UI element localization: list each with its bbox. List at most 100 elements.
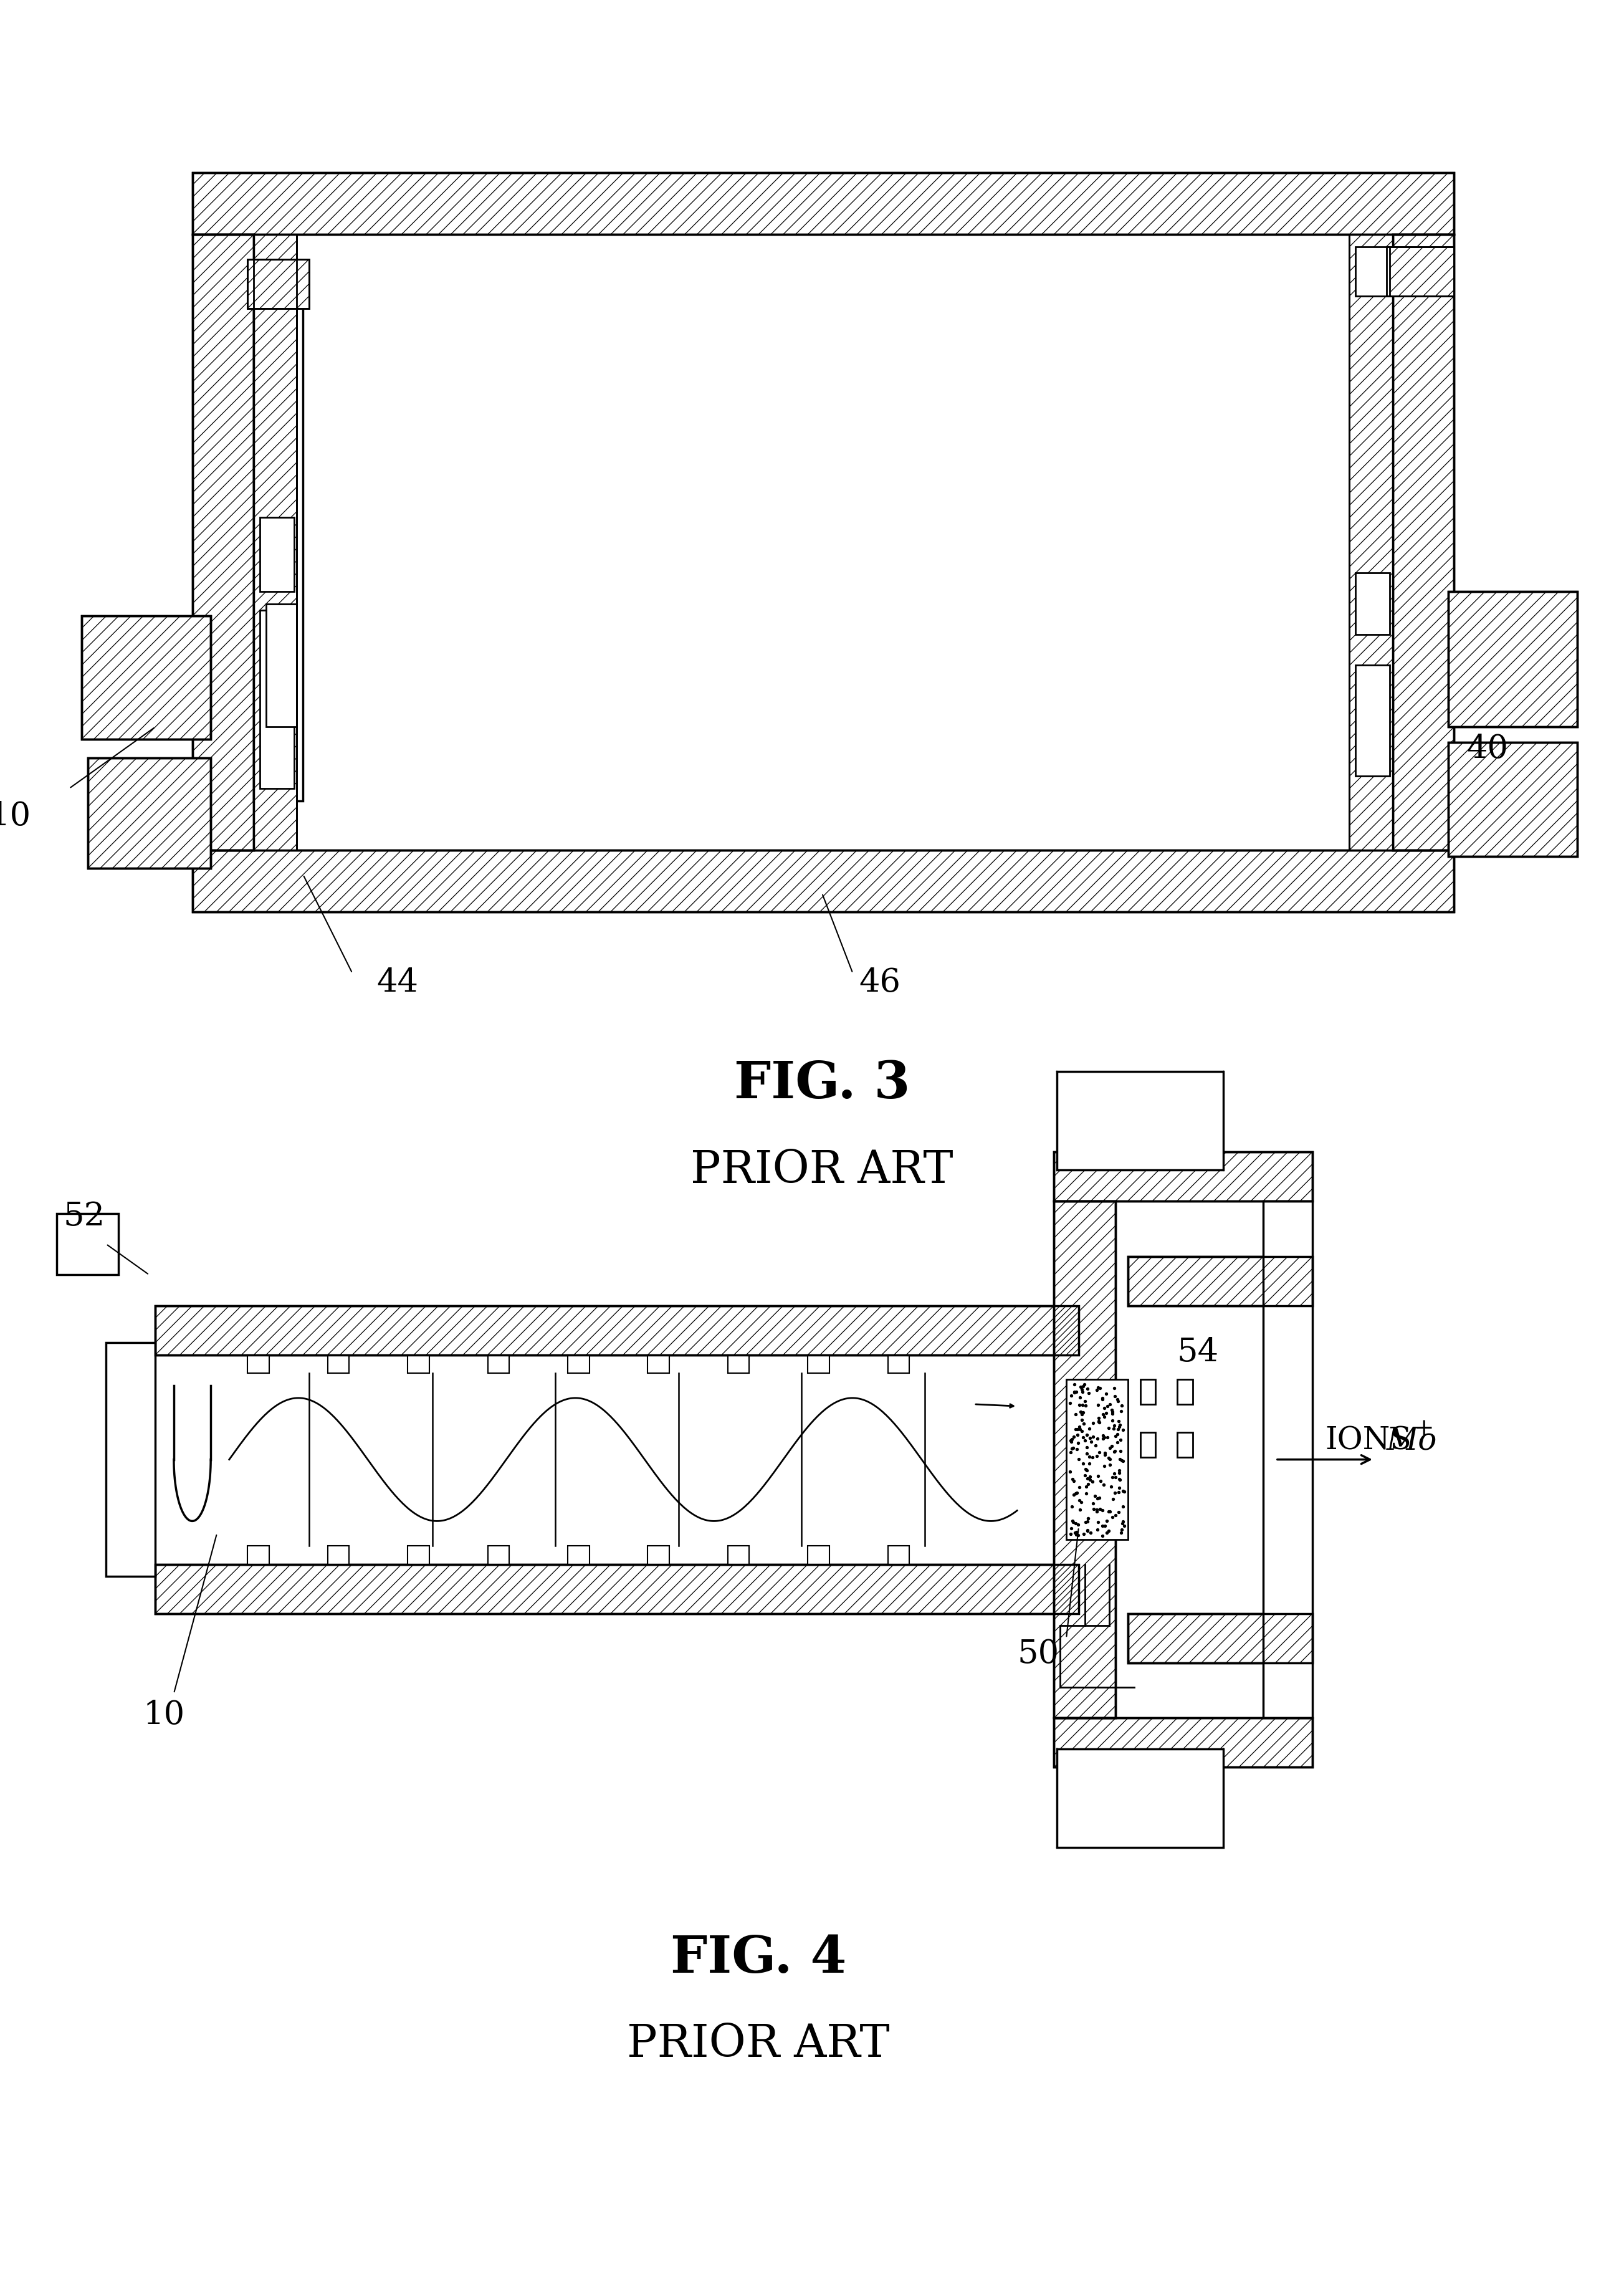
Point — [1059, 1461, 1085, 1498]
Point — [1065, 1468, 1091, 1505]
Point — [1096, 1386, 1122, 1423]
Point — [1104, 1382, 1130, 1418]
Point — [1075, 1466, 1101, 1503]
Point — [1096, 1430, 1122, 1466]
Point — [1070, 1404, 1096, 1441]
Bar — [807, 1354, 830, 1373]
Text: 10: 10 — [143, 1699, 185, 1731]
Point — [1104, 1384, 1130, 1420]
Point — [1085, 1404, 1111, 1441]
Point — [1075, 1375, 1101, 1411]
Point — [1075, 1512, 1101, 1548]
Point — [1060, 1430, 1086, 1466]
Point — [1064, 1516, 1090, 1553]
Point — [1077, 1439, 1103, 1475]
Bar — [1449, 591, 1577, 727]
Point — [1062, 1475, 1088, 1512]
Point — [1062, 1375, 1088, 1411]
Point — [1096, 1446, 1122, 1482]
Point — [1099, 1395, 1125, 1432]
Point — [1091, 1389, 1117, 1425]
Point — [1106, 1407, 1132, 1443]
Bar — [253, 235, 1392, 850]
Point — [1062, 1514, 1088, 1550]
Point — [1059, 1489, 1085, 1525]
Point — [1065, 1441, 1091, 1477]
Point — [1070, 1368, 1096, 1404]
Point — [1085, 1386, 1111, 1423]
Point — [1067, 1379, 1093, 1416]
Point — [1062, 1395, 1088, 1432]
Point — [1106, 1475, 1132, 1512]
Point — [1101, 1432, 1127, 1468]
Bar — [888, 1546, 909, 1564]
Bar — [408, 1354, 429, 1373]
Point — [1091, 1418, 1117, 1455]
Point — [1067, 1491, 1093, 1528]
Point — [1111, 1411, 1137, 1448]
Bar — [1350, 235, 1392, 850]
Bar — [1054, 1202, 1116, 1719]
Bar — [156, 1306, 1078, 1354]
Point — [1095, 1418, 1121, 1455]
Point — [1108, 1461, 1134, 1498]
Point — [1077, 1411, 1103, 1448]
Point — [1082, 1477, 1108, 1514]
Point — [1057, 1384, 1083, 1420]
Bar — [248, 260, 309, 308]
Bar — [192, 850, 1453, 912]
Point — [1095, 1409, 1121, 1446]
Point — [1086, 1404, 1112, 1441]
Bar — [1054, 1151, 1312, 1202]
Bar — [192, 173, 1453, 235]
Point — [1108, 1420, 1134, 1457]
Point — [1104, 1425, 1130, 1461]
Bar — [156, 1306, 1078, 1354]
Point — [1064, 1373, 1090, 1409]
Point — [1067, 1482, 1093, 1518]
Text: PRIOR ART: PRIOR ART — [690, 1149, 953, 1192]
Bar — [88, 757, 211, 869]
Point — [1096, 1493, 1122, 1530]
Point — [1075, 1500, 1101, 1537]
Point — [1090, 1420, 1116, 1457]
Point — [1075, 1512, 1101, 1548]
Point — [1073, 1475, 1099, 1512]
Bar — [888, 1354, 909, 1373]
Point — [1086, 1402, 1112, 1439]
Bar — [1054, 1719, 1312, 1767]
Bar — [1129, 1256, 1312, 1306]
Point — [1111, 1473, 1137, 1509]
Bar — [1392, 235, 1453, 850]
Bar — [248, 1354, 270, 1373]
Point — [1085, 1505, 1111, 1541]
Bar — [156, 1564, 1078, 1614]
Point — [1057, 1455, 1083, 1491]
Point — [1069, 1402, 1095, 1439]
Point — [1098, 1427, 1124, 1464]
Point — [1091, 1434, 1117, 1471]
Point — [1075, 1500, 1101, 1537]
Point — [1070, 1373, 1096, 1409]
Point — [1072, 1389, 1098, 1425]
Point — [1059, 1423, 1085, 1459]
Point — [1060, 1464, 1086, 1500]
Point — [1106, 1452, 1132, 1489]
Point — [1111, 1507, 1137, 1544]
Bar — [192, 850, 1453, 912]
Point — [1083, 1439, 1109, 1475]
Point — [1057, 1434, 1083, 1471]
Point — [1069, 1370, 1095, 1407]
Bar — [1356, 246, 1390, 296]
Point — [1085, 1420, 1111, 1457]
Bar — [1350, 235, 1392, 850]
Point — [1069, 1395, 1095, 1432]
Text: IONS: IONS — [1325, 1425, 1411, 1457]
Bar — [728, 1546, 749, 1564]
Point — [1064, 1514, 1090, 1550]
Point — [1083, 1427, 1109, 1464]
Point — [1101, 1407, 1127, 1443]
Point — [1059, 1377, 1085, 1414]
Bar — [253, 283, 304, 800]
Point — [1078, 1514, 1104, 1550]
